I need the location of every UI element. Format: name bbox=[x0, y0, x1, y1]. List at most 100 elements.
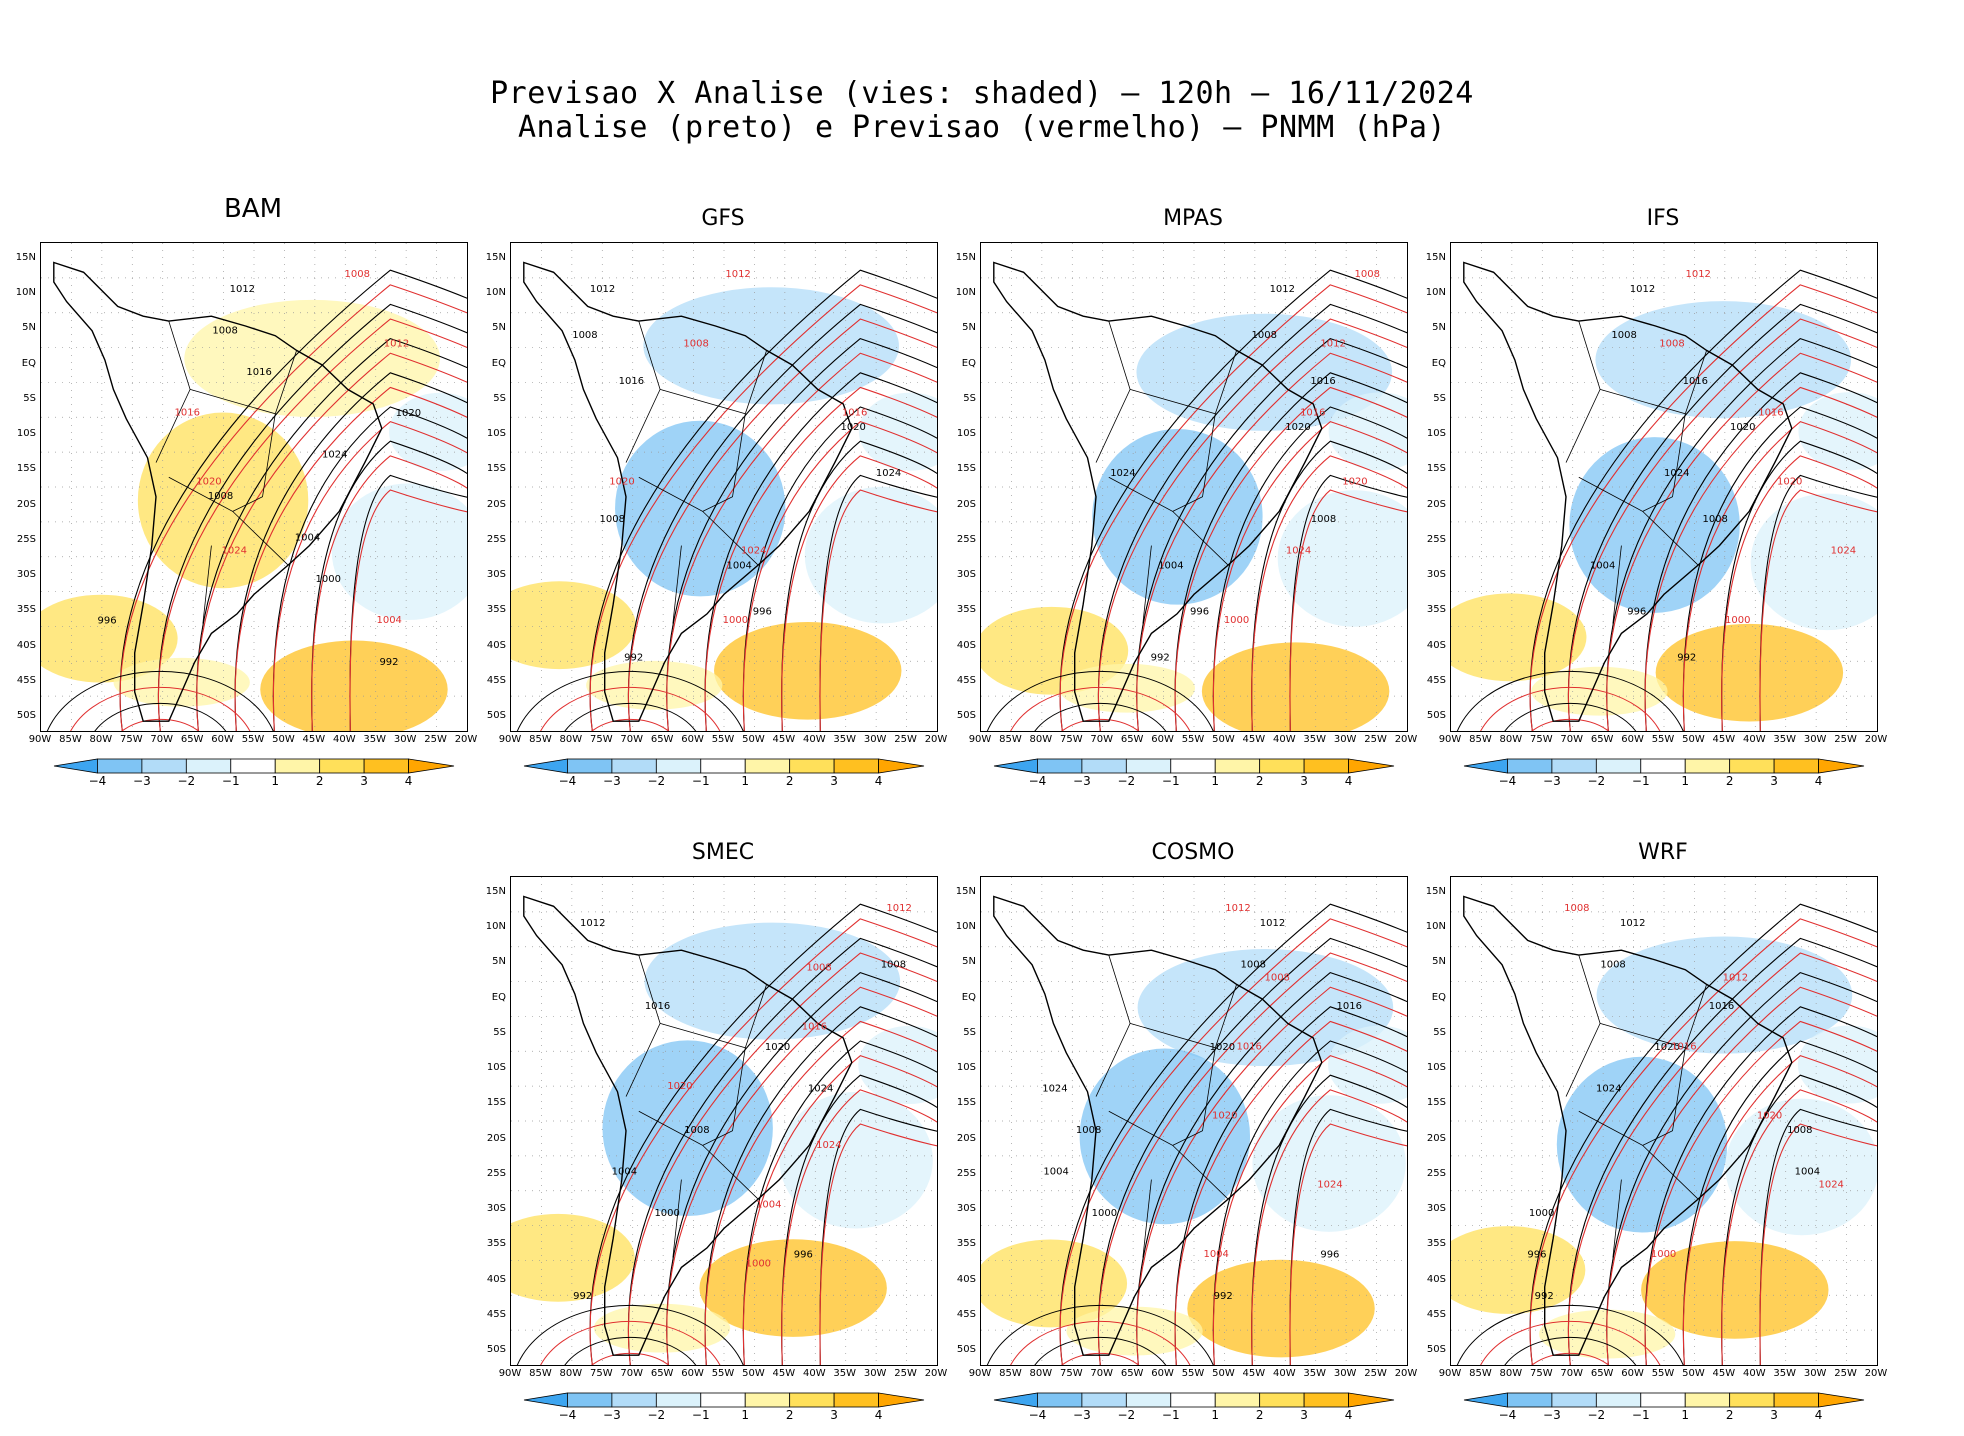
colorbar-tick-label: 2 bbox=[1725, 1408, 1734, 1422]
latitude-tick-label: 40S bbox=[1426, 639, 1446, 651]
forecast-isobar bbox=[349, 489, 467, 731]
latitude-tick-label: EQ bbox=[491, 357, 506, 369]
latitude-tick-label: 45S bbox=[1426, 1308, 1446, 1320]
longitude-tick-label: 85W bbox=[999, 1368, 1022, 1379]
colorbar-segment bbox=[878, 1392, 925, 1408]
longitude-tick-label: 40W bbox=[1272, 734, 1296, 745]
bias-shading-region bbox=[1079, 1048, 1251, 1225]
analysis-isobar bbox=[666, 337, 937, 731]
analysis-isobar-label: 1020 bbox=[1210, 1042, 1235, 1053]
bias-shading-region bbox=[113, 657, 250, 707]
bias-shading-region bbox=[1328, 392, 1407, 471]
latitude-tick-label: 10S bbox=[956, 428, 976, 440]
longitude-tick-label: 80W bbox=[89, 734, 113, 745]
low-pressure-contour bbox=[94, 702, 227, 731]
longitude-tick-label: 40W bbox=[802, 1368, 826, 1379]
latitude-tick-label: 10S bbox=[486, 1062, 506, 1074]
bias-shading-region bbox=[1136, 313, 1393, 431]
latitude-tick-label: 45S bbox=[1426, 674, 1446, 686]
analysis-isobar bbox=[627, 303, 937, 731]
colorbar-tick-label: 2 bbox=[785, 774, 794, 788]
colorbar-segment bbox=[1507, 1392, 1553, 1408]
longitude-tick-label: 80W bbox=[559, 734, 583, 745]
colorbar-tick-label: −1 bbox=[691, 1408, 710, 1422]
colorbar-gfs bbox=[523, 758, 925, 774]
latitude-tick-label: 10N bbox=[1425, 287, 1446, 299]
latitude-tick-label: 15N bbox=[955, 252, 976, 263]
colorbar-segment bbox=[185, 758, 232, 774]
analysis-isobar bbox=[1644, 372, 1877, 731]
figure-title-line-1: Previsao X Analise (vies: shaded) – 120h… bbox=[490, 76, 1474, 111]
latitude-tick-label: 35S bbox=[956, 1238, 976, 1250]
forecast-isobar bbox=[1251, 455, 1407, 731]
colorbar-segment bbox=[1729, 758, 1775, 774]
analysis-isobar bbox=[1529, 903, 1877, 1365]
pressure-field-mpas: 1012 1008 1016 1020 1024 1008 1004 996 992 1008 10… bbox=[981, 243, 1407, 731]
colorbar-segment bbox=[141, 758, 187, 774]
analysis-isobar-label: 992 bbox=[1535, 1291, 1554, 1302]
colorbar-tick-label: 4 bbox=[1344, 1408, 1353, 1422]
longitude-tick-label: 30W bbox=[1803, 1368, 1827, 1379]
low-pressure-contour bbox=[1456, 1304, 1684, 1365]
forecast-isobar bbox=[666, 986, 937, 1365]
analysis-isobar-label: 996 bbox=[753, 606, 772, 617]
forecast-isobar-label: 1024 bbox=[1317, 1180, 1342, 1191]
analysis-isobar-label: 1016 bbox=[1337, 1001, 1362, 1012]
country-border bbox=[1565, 954, 1601, 1097]
latitude-tick-label: 40S bbox=[16, 639, 36, 651]
longitude-tick-label: 90W bbox=[968, 1368, 992, 1379]
analysis-isobar-label: 996 bbox=[1320, 1250, 1339, 1261]
colorbar-tick-label: 3 bbox=[1770, 774, 1778, 788]
longitude-tick-label: 65W bbox=[1120, 734, 1144, 745]
forecast-isobar bbox=[1289, 1123, 1407, 1365]
longitude-tick-label: 85W bbox=[999, 734, 1022, 745]
analysis-isobar-label: 1024 bbox=[322, 450, 347, 461]
low-pressure-contour bbox=[1010, 1320, 1191, 1365]
forecast-isobar bbox=[742, 1055, 937, 1365]
latitude-tick-label: 35S bbox=[956, 604, 976, 616]
colorbar-tick-label: 4 bbox=[1814, 1408, 1823, 1422]
colorbar-tick-label: −4 bbox=[1498, 1408, 1517, 1422]
forecast-isobar-label: 1008 bbox=[344, 269, 369, 280]
forecast-isobar bbox=[1251, 1089, 1407, 1365]
analysis-isobar-label: 1008 bbox=[1702, 514, 1727, 525]
bias-shading-region bbox=[714, 621, 902, 720]
forecast-isobar bbox=[1289, 489, 1407, 731]
latitude-tick-label: 25S bbox=[956, 533, 976, 545]
latitude-tick-label: 40S bbox=[1426, 1273, 1446, 1285]
latitude-tick-label: 20S bbox=[956, 1132, 976, 1144]
colorbar-tick-label: −2 bbox=[1587, 1408, 1606, 1422]
latitude-tick-label: 10S bbox=[486, 428, 506, 440]
analysis-isobar bbox=[589, 903, 937, 1365]
low-pressure-contour bbox=[591, 1352, 670, 1365]
forecast-isobar-label: 1012 bbox=[725, 269, 750, 280]
pressure-field-gfs: 1012 1008 1016 1020 1024 1008 1004 996 992 1012 10… bbox=[511, 243, 937, 731]
analysis-isobar-label: 1008 bbox=[212, 325, 237, 336]
latitude-tick-label: 5S bbox=[1433, 1026, 1446, 1038]
south-america-coastline bbox=[53, 261, 383, 722]
colorbar-tick-label: 4 bbox=[874, 774, 883, 788]
latitude-tick-label: 5N bbox=[962, 322, 976, 334]
latitude-tick-label: 45S bbox=[486, 1308, 506, 1320]
low-pressure-contour bbox=[1504, 1336, 1637, 1365]
analysis-isobar bbox=[1682, 406, 1877, 731]
forecast-isobar-label: 1016 bbox=[842, 407, 867, 418]
latitude-tick-label: 10N bbox=[485, 921, 506, 933]
forecast-isobar bbox=[1529, 284, 1877, 731]
analysis-isobar bbox=[119, 269, 467, 731]
longitude-tick-label: 45W bbox=[1712, 1368, 1736, 1379]
colorbar-tick-label: 3 bbox=[1770, 1408, 1778, 1422]
latitude-tick-label: 5S bbox=[493, 392, 506, 404]
low-pressure-contour bbox=[1034, 1336, 1167, 1365]
analysis-isobar bbox=[1529, 269, 1877, 731]
colorbar-segment bbox=[1125, 758, 1172, 774]
forecast-isobar bbox=[1682, 421, 1877, 731]
longitude-tick-label: 25W bbox=[894, 734, 917, 745]
colorbar-segment bbox=[1214, 758, 1261, 774]
analysis-isobar bbox=[589, 269, 937, 731]
low-pressure-contour bbox=[1061, 718, 1140, 731]
analysis-isobar bbox=[1097, 303, 1407, 731]
latitude-tick-label: 5S bbox=[23, 392, 36, 404]
forecast-isobar-label: 1020 bbox=[1757, 1111, 1782, 1122]
colorbar-segment bbox=[993, 758, 1038, 774]
